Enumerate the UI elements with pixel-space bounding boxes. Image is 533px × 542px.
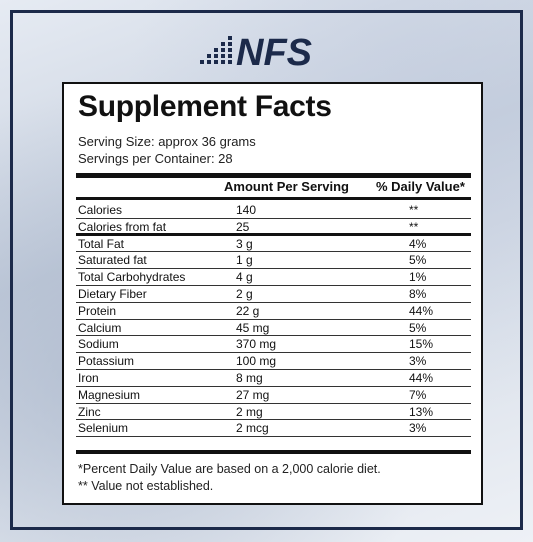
table-row: Dietary Fiber 2 g 8%	[76, 286, 471, 303]
nutrient-name: Calcium	[78, 320, 122, 335]
column-header-daily-value: % Daily Value*	[376, 179, 465, 194]
nutrient-amount: 2 mcg	[236, 421, 269, 436]
serving-size: Serving Size: approx 36 grams	[78, 134, 256, 149]
column-header-amount: Amount Per Serving	[224, 179, 349, 194]
nutrient-daily-value: 44%	[409, 370, 434, 385]
supplement-facts-panel: Supplement Facts Serving Size: approx 36…	[62, 82, 483, 505]
brand-logo: NFS	[200, 32, 312, 72]
nutrient-amount: 1 g	[236, 253, 253, 268]
nutrient-amount: 140	[236, 203, 257, 217]
nutrient-daily-value: **	[409, 219, 419, 234]
nutrient-amount: 100 mg	[236, 354, 277, 369]
nutrient-daily-value: 44%	[409, 303, 434, 318]
nutrient-name: Magnesium	[78, 387, 141, 402]
table-row: Total Fat 3 g 4%	[76, 236, 471, 253]
nutrient-name: Calories	[78, 203, 123, 217]
nutrient-daily-value: 3%	[409, 421, 427, 436]
logo-wordmark: NFS	[236, 32, 312, 72]
nutrient-daily-value: **	[409, 203, 419, 217]
nutrient-daily-value: 1%	[409, 270, 427, 285]
nutrient-daily-value: 5%	[409, 253, 427, 268]
nutrient-name: Calories from fat	[78, 219, 167, 234]
nutrient-amount: 370 mg	[236, 337, 277, 352]
top-divider	[76, 173, 471, 178]
nutrient-name: Zinc	[78, 404, 101, 419]
nutrient-name: Iron	[78, 370, 99, 385]
nutrient-daily-value: 5%	[409, 320, 427, 335]
outer-frame	[10, 10, 523, 530]
header-divider	[76, 197, 471, 200]
table-row: Sodium 370 mg 15%	[76, 336, 471, 354]
nutrient-name: Potassium	[78, 354, 135, 369]
nutrient-name: Saturated fat	[78, 253, 147, 268]
nutrient-amount: 27 mg	[236, 387, 270, 402]
nutrient-name: Total Fat	[78, 236, 125, 251]
nutrient-amount: 3 g	[236, 236, 253, 251]
nutrient-amount: 2 g	[236, 286, 253, 301]
nutrient-amount: 2 mg	[236, 404, 263, 419]
bottom-divider	[76, 450, 471, 454]
table-row: Protein 22 g 44%	[76, 303, 471, 320]
table-row: Saturated fat 1 g 5%	[76, 252, 471, 270]
table-row: Calcium 45 mg 5%	[76, 320, 471, 337]
table-row: Magnesium 27 mg 7%	[76, 387, 471, 404]
speed-lines-icon	[200, 36, 232, 64]
table-row: Potassium 100 mg 3%	[76, 353, 471, 370]
table-row: Iron 8 mg 44%	[76, 370, 471, 387]
nutrient-amount: 25	[236, 219, 250, 234]
panel-title: Supplement Facts	[78, 90, 332, 123]
nutrient-daily-value: 4%	[409, 236, 427, 251]
nutrient-amount: 4 g	[236, 270, 253, 285]
nutrient-daily-value: 7%	[409, 387, 427, 402]
nutrient-table: Calories 140 ** Calories from fat 25 ** …	[76, 202, 471, 438]
nutrient-daily-value: 15%	[409, 337, 434, 352]
nutrient-amount: 45 mg	[236, 320, 270, 335]
nutrient-daily-value: 8%	[409, 286, 427, 301]
nutrient-name: Dietary Fiber	[78, 286, 147, 301]
table-row: Selenium 2 mcg 3%	[76, 420, 471, 438]
nutrient-name: Selenium	[78, 421, 129, 436]
nutrient-name: Total Carbohydrates	[78, 270, 186, 285]
table-row: Calories 140 **	[76, 202, 471, 219]
nutrient-daily-value: 13%	[409, 404, 434, 419]
nutrient-daily-value: 3%	[409, 354, 427, 369]
footnote-not-established: ** Value not established.	[78, 479, 214, 493]
nutrient-amount: 8 mg	[236, 370, 263, 385]
nutrient-name: Protein	[78, 303, 117, 318]
footnote-daily-value: *Percent Daily Value are based on a 2,00…	[78, 462, 381, 476]
nutrient-name: Sodium	[78, 337, 119, 352]
nutrient-amount: 22 g	[236, 303, 260, 318]
table-row: Zinc 2 mg 13%	[76, 404, 471, 421]
servings-per-container: Servings per Container: 28	[78, 151, 233, 166]
table-row: Total Carbohydrates 4 g 1%	[76, 269, 471, 286]
table-row: Calories from fat 25 **	[76, 219, 471, 236]
